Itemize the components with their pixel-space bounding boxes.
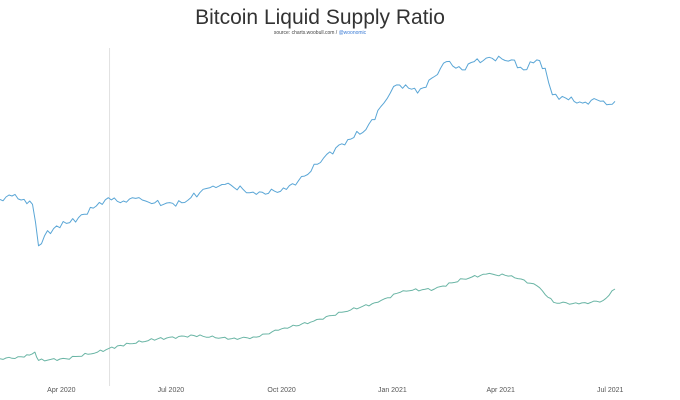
x-tick-label: Jul 2020 [158, 387, 185, 394]
chart-title: Bitcoin Liquid Supply Ratio [195, 6, 445, 29]
x-tick-label: Jan 2021 [378, 387, 407, 394]
series-layer [0, 55, 616, 362]
series-line-1 [0, 55, 616, 247]
source-handle-link[interactable]: @woonomic [338, 30, 367, 36]
x-axis: Apr 2020 Jul 2020 Oct 2020 Jan 2021 Apr 2021… [47, 387, 623, 394]
x-tick-label: Jul 2021 [597, 387, 624, 394]
series-line-2 [0, 272, 616, 362]
x-tick-label: Apr 2021 [486, 387, 515, 394]
x-tick-label: Oct 2020 [267, 387, 296, 394]
source-prefix: source: charts.woobull.com / [273, 30, 338, 36]
x-tick-label: Apr 2020 [47, 387, 76, 394]
chart-source: source: charts.woobull.com / @woonomic [0, 30, 640, 36]
